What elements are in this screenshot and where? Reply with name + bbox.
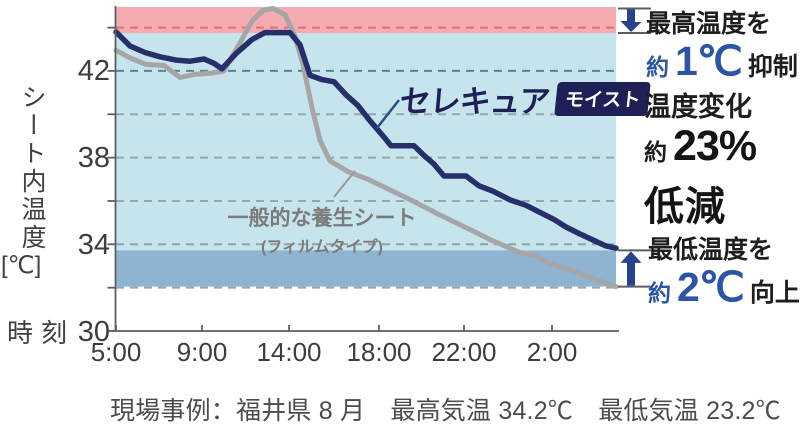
series-general-line: [113, 6, 619, 290]
pointer-serecure: [376, 99, 400, 129]
arrow-up-icon: [620, 251, 642, 286]
band-main: [116, 33, 616, 251]
moist-badge: モイスト: [554, 81, 652, 116]
annotation-temp-change: 温度変化 約 23% 低減: [644, 85, 757, 232]
pointer-general: [333, 170, 356, 198]
y-axis-title: シート内温度: [18, 84, 46, 252]
y-tick-label-30: 30: [77, 316, 110, 348]
band-max-suppression: [116, 7, 616, 34]
min-temp-value: 2℃: [677, 264, 745, 310]
max-temp-text: 最高温度を: [646, 10, 772, 38]
y-axis-unit: [℃]: [1, 252, 42, 279]
general-sheet-label: 一般的な養生シート: [227, 207, 417, 230]
max-temp-approx: 約: [646, 54, 669, 80]
arrow-down-icon: [620, 9, 642, 33]
series-serecure-line: [113, 29, 619, 251]
min-temp-suffix: 向上: [749, 279, 800, 307]
serecure-logo: セレキュア: [398, 84, 551, 119]
temp-change-suffix: 低減: [644, 185, 726, 229]
y-tick-label-38: 38: [77, 142, 110, 174]
x-tick-label-0900: 9:00: [176, 337, 228, 367]
y-tick-label-34: 34: [77, 229, 110, 261]
max-temp-value: 1℃: [675, 38, 743, 84]
annotation-min-temp: 最低温度を 約 2℃ 向上: [648, 230, 800, 309]
x-axis-title: 時刻: [7, 318, 76, 348]
x-tick-label-2200: 22:00: [431, 337, 497, 367]
general-sheet-sublabel: (フィルムタイプ): [260, 239, 384, 256]
annotation-max-temp: 最高温度を 約 1℃ 抑制: [646, 4, 798, 83]
max-temp-suffix: 抑制: [747, 53, 798, 81]
min-temp-approx: 約: [648, 280, 671, 306]
series-label-general: 一般的な養生シート (フィルムタイプ): [224, 202, 420, 257]
temp-change-approx: 約: [644, 139, 667, 165]
temp-change-text: 温度変化: [644, 92, 752, 122]
x-tick-label-1400: 14:00: [256, 337, 322, 367]
y-tick-label-42: 42: [77, 55, 110, 87]
caption: 現場事例：福井県 8 月 最高気温 34.2℃ 最低気温 23.2℃: [110, 397, 781, 425]
x-tick-label-0500: 5:00: [90, 337, 142, 367]
x-tick-label-0200: 2:00: [526, 337, 578, 367]
x-tick-label-1800: 18:00: [346, 337, 412, 367]
temp-change-value: 23%: [673, 122, 757, 170]
series-label-serecure: セレキュア モイスト: [398, 76, 652, 121]
min-temp-text: 最低温度を: [648, 236, 774, 264]
